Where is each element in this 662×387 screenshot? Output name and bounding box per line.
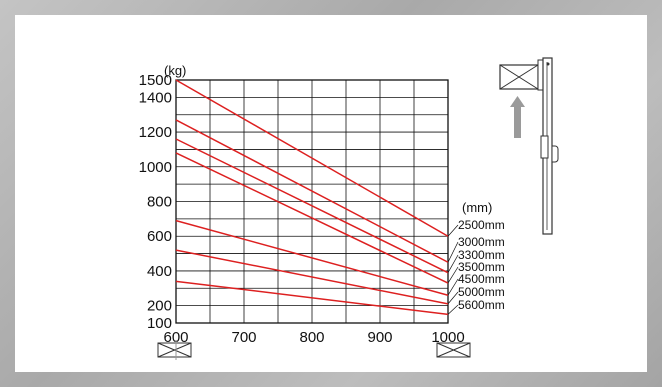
series-line-5600mm bbox=[175, 280, 449, 316]
load-far-icon bbox=[436, 342, 471, 358]
series-label-3000mm: 3000mm bbox=[458, 235, 505, 249]
series-leader bbox=[447, 224, 459, 237]
series-label-2500mm: 2500mm bbox=[458, 218, 505, 232]
series-line-2500mm bbox=[175, 79, 449, 237]
x-axis-ticks: 600 700 800 900 1000 bbox=[163, 329, 464, 346]
y-tick-label: 1400 bbox=[139, 89, 172, 106]
y-tick-label: 100 bbox=[147, 315, 172, 332]
series-leader bbox=[447, 291, 459, 305]
y-tick-label: 1500 bbox=[139, 72, 172, 89]
series-leader bbox=[447, 254, 459, 273]
series-label-3300mm: 3300mm bbox=[458, 248, 505, 262]
x-axis-unit: (mm) bbox=[462, 200, 492, 215]
load-near-icon bbox=[157, 340, 192, 360]
series-leader bbox=[447, 304, 459, 315]
y-tick-label: 1000 bbox=[139, 159, 172, 176]
y-tick-label: 600 bbox=[147, 228, 172, 245]
x-tick-label: 800 bbox=[299, 329, 324, 346]
series-label-4500mm: 4500mm bbox=[458, 272, 505, 286]
y-axis-unit: (kg) bbox=[164, 63, 186, 78]
mast-illustration-icon bbox=[499, 57, 559, 235]
series-label-5000mm: 5000mm bbox=[458, 285, 505, 299]
series-line-3500mm bbox=[175, 152, 449, 284]
series-line-3300mm bbox=[175, 138, 449, 274]
chart-grid bbox=[175, 79, 449, 324]
x-tick-label: 700 bbox=[231, 329, 256, 346]
series-line-4500mm bbox=[175, 219, 449, 296]
y-tick-label: 400 bbox=[147, 263, 172, 280]
y-tick-label: 1200 bbox=[139, 124, 172, 141]
y-tick-label: 200 bbox=[147, 298, 172, 315]
series-labels: 2500mm 3000mm3300mm3500mm4500mm5000mm5600… bbox=[447, 218, 505, 315]
series-line-3000mm bbox=[175, 119, 449, 263]
x-tick-label: 1000 bbox=[431, 329, 464, 346]
y-tick-label: 800 bbox=[147, 194, 172, 211]
x-tick-label: 600 bbox=[163, 329, 188, 346]
series-label-3500mm: 3500mm bbox=[458, 260, 505, 274]
series-leader bbox=[447, 278, 459, 296]
series-label-5600mm: 5600mm bbox=[458, 298, 505, 312]
series-leader bbox=[447, 266, 459, 284]
series-leader bbox=[447, 241, 459, 263]
load-lines bbox=[175, 79, 449, 316]
series-line-5000mm bbox=[175, 249, 449, 305]
x-tick-label: 900 bbox=[367, 329, 392, 346]
